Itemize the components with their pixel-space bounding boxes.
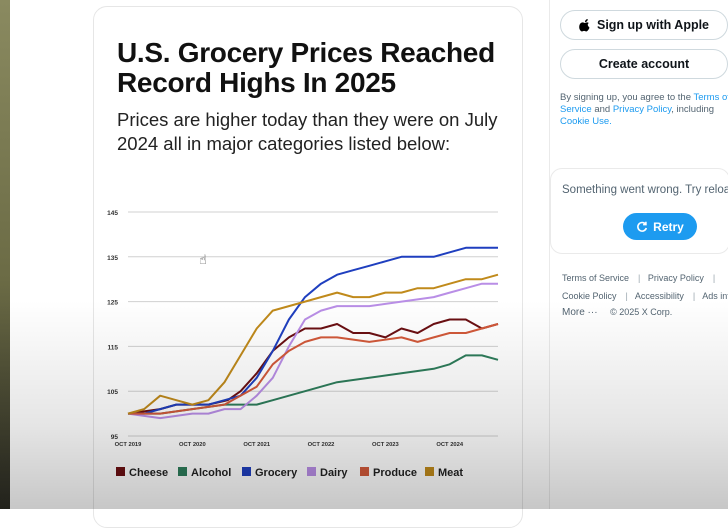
legend-swatch-grocery — [242, 467, 251, 476]
footer-accessibility-link[interactable]: Accessibility — [634, 291, 684, 301]
legend-label-grocery: Grocery — [255, 467, 298, 479]
series-line-meat — [127, 273, 499, 415]
y-tick-label: 145 — [107, 210, 118, 217]
sign-up-apple-label: Sign up with Apple — [596, 18, 710, 32]
footer-links-row-3: More ··· © 2025 X Corp. — [562, 307, 676, 318]
legend-swatch-cheese — [116, 467, 125, 476]
legal-and: and — [594, 104, 611, 115]
chart-title: U.S. Grocery Prices Reached Record Highs… — [117, 37, 495, 98]
legal-suffix: , including — [671, 104, 715, 115]
series-line-produce — [128, 323, 499, 415]
copyright: © 2025 X Corp. — [610, 307, 673, 317]
apple-icon — [579, 18, 590, 31]
retry-button[interactable]: Retry — [623, 213, 697, 240]
footer-links-row-1: Terms of Service | Privacy Policy | — [562, 273, 716, 283]
footer-privacy-link[interactable]: Privacy Policy — [647, 273, 704, 283]
refresh-icon — [637, 221, 648, 232]
line-chart: 95 105 115 125 135 145 OCT 2019 OCT 2020 OCT 202… — [107, 210, 499, 479]
series-line-dairy — [127, 282, 498, 420]
x-tick-label: OCT 2021 — [243, 442, 271, 448]
x-tick-label: OCT 2022 — [308, 442, 335, 448]
x-tick-label: OCT 2019 — [115, 442, 143, 448]
x-tick-label: OCT 2024 — [436, 442, 464, 448]
video-frame-edge — [0, 0, 10, 509]
footer-more-link[interactable]: More ··· — [562, 307, 598, 318]
error-message: Something went wrong. Try reloading. — [562, 184, 728, 196]
privacy-link[interactable]: Privacy Policy — [612, 104, 672, 115]
footer-links-row-2: Cookie Policy| Accessibility| Ads info — [562, 291, 728, 301]
error-panel — [550, 168, 728, 254]
legend-label-cheese: Cheese — [129, 467, 168, 479]
y-tick-label: 135 — [107, 255, 118, 262]
legend-swatch-dairy — [307, 467, 316, 476]
legend-swatch-meat — [425, 467, 434, 476]
legend-label-dairy: Dairy — [320, 467, 348, 479]
y-tick-label: 105 — [107, 389, 118, 396]
y-tick-label: 95 — [111, 434, 119, 441]
y-tick-label: 125 — [107, 300, 118, 307]
legend-label-produce: Produce — [373, 467, 417, 479]
x-tick-label: OCT 2023 — [372, 442, 400, 448]
terms-link[interactable]: Terms of Service — [560, 92, 728, 115]
create-account-label: Create account — [598, 57, 690, 71]
legend-label-meat: Meat — [438, 467, 463, 479]
sidebar — [549, 0, 728, 509]
y-tick-label: 115 — [108, 344, 119, 351]
create-account-button[interactable]: Create account — [560, 49, 728, 79]
retry-label: Retry — [653, 219, 684, 234]
legal-prefix: By signing up, you agree to the — [560, 92, 691, 103]
legend-swatch-produce — [360, 467, 369, 476]
chart-subtitle: Prices are higher today than they were o… — [117, 109, 498, 154]
footer-cookie-link[interactable]: Cookie Policy — [562, 291, 617, 301]
cookie-use-link[interactable]: Cookie Use. — [560, 116, 612, 127]
legend-label-alcohol: Alcohol — [191, 467, 231, 479]
legal-text: By signing up, you agree to the Terms of… — [560, 92, 728, 128]
legend-swatch-alcohol — [178, 467, 187, 476]
footer-ads-link[interactable]: Ads info — [702, 291, 728, 301]
x-tick-label: OCT 2020 — [179, 442, 206, 448]
hand-cursor-icon: ☝ — [199, 252, 207, 267]
post-card — [93, 6, 523, 528]
sign-up-apple-button[interactable]: Sign up with Apple — [560, 10, 728, 40]
footer-terms-link[interactable]: Terms of Service — [562, 273, 630, 283]
